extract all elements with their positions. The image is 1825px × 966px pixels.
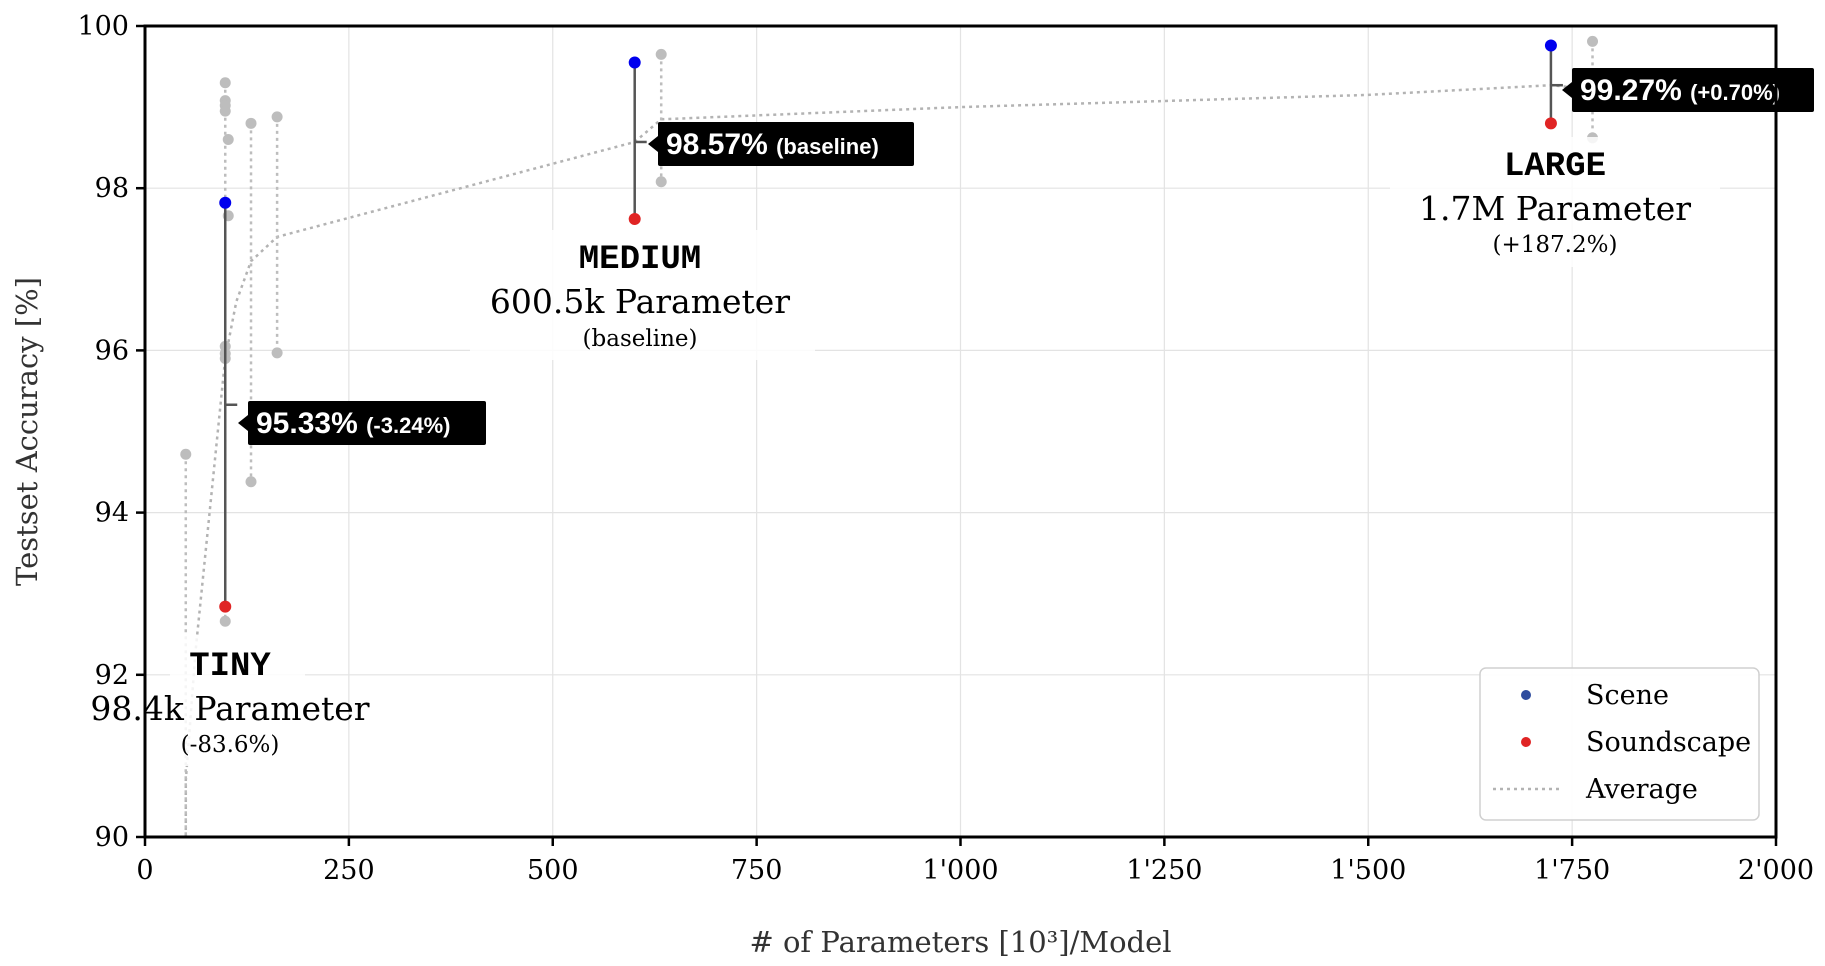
tiny-callout-pointer <box>238 415 248 431</box>
average-callouts: 95.33% (-3.24%) 98.57% (baseline) 99.27% (… <box>238 68 1814 445</box>
x-tick-label: 1'500 <box>1330 855 1406 886</box>
legend-scene-marker <box>1521 690 1531 700</box>
tiny-model-delta: (-83.6%) <box>181 732 280 758</box>
variant-point <box>1587 35 1599 47</box>
x-tick-label: 500 <box>527 855 579 886</box>
large-callout-box <box>1572 68 1814 112</box>
legend-box <box>1479 667 1760 821</box>
legend-soundscape-marker <box>1521 737 1531 747</box>
tiny-label-background <box>170 636 305 766</box>
medium-scene-point <box>628 56 641 69</box>
variant-point <box>219 105 231 117</box>
x-tick-label: 1'000 <box>922 855 998 886</box>
tiny-scene-point <box>219 196 232 209</box>
large-model-name: LARGE <box>1504 148 1606 186</box>
medium-callout-box <box>658 122 914 166</box>
model-ranges <box>223 45 1563 607</box>
data-points <box>219 39 1557 613</box>
y-tick-label: 96 <box>95 335 129 366</box>
y-tick-label: 94 <box>95 498 129 529</box>
large-callout-value: 99.27% (+0.70%) <box>1580 74 1780 107</box>
large-label-background <box>1390 137 1720 267</box>
large-model-delta: (+187.2%) <box>1493 232 1618 258</box>
y-tick-label: 100 <box>77 11 129 42</box>
axis-ticks: 0 250 500 750 1'000 1'250 1'500 1'750 2'00090929… <box>77 11 1814 886</box>
tiny-callout-box <box>248 401 486 445</box>
variant-point <box>245 117 257 129</box>
tiny-soundscape-point <box>219 600 232 613</box>
y-tick-label: 92 <box>95 660 129 691</box>
average-line <box>184 83 1593 837</box>
medium-label-background <box>470 230 815 360</box>
tiny-callout-delta: (-3.24%) <box>366 413 450 438</box>
legend-scene-label: Scene <box>1586 680 1669 711</box>
x-tick-label: 2'000 <box>1738 855 1814 886</box>
large-callout-pointer <box>1562 82 1572 98</box>
x-tick-label: 250 <box>323 855 375 886</box>
tiny-model-name: TINY <box>189 648 271 686</box>
medium-model-delta: (baseline) <box>583 326 698 352</box>
y-tick-label: 98 <box>95 173 129 204</box>
large-soundscape-point <box>1544 117 1557 130</box>
large-scene-point <box>1544 39 1557 52</box>
variant-point <box>245 476 257 488</box>
x-axis-title: # of Parameters [10³]/Model <box>749 925 1171 959</box>
x-tick-label: 1'250 <box>1126 855 1202 886</box>
medium-callout-value: 98.57% (baseline) <box>666 128 879 161</box>
medium-callout-pointer <box>648 136 658 152</box>
x-tick-label: 0 <box>136 855 153 886</box>
variant-point <box>222 134 234 146</box>
medium-model-params: 600.5k Parameter <box>490 282 790 321</box>
variant-point <box>655 176 667 188</box>
variant-point <box>655 48 667 60</box>
variant-point <box>219 615 231 627</box>
medium-model-name: MEDIUM <box>579 241 701 279</box>
legend-soundscape-label: Soundscape <box>1586 727 1751 758</box>
variant-point <box>219 77 231 89</box>
legend: Scene Soundscape Average <box>1479 667 1760 821</box>
variant-point <box>271 111 283 123</box>
medium-callout-delta: (baseline) <box>776 134 879 159</box>
medium-soundscape-point <box>628 213 641 226</box>
tiny-model-params: 98.4k Parameter <box>90 689 369 728</box>
large-model-params: 1.7M Parameter <box>1419 189 1691 228</box>
variant-point <box>180 448 192 460</box>
tiny-callout-value: 95.33% (-3.24%) <box>256 407 450 440</box>
variant-point <box>271 347 283 359</box>
x-tick-label: 750 <box>731 855 783 886</box>
large-callout-delta: (+0.70%) <box>1690 80 1780 105</box>
x-tick-label: 1'750 <box>1534 855 1610 886</box>
average-curve <box>184 83 1593 837</box>
y-axis-title: Testset Accuracy [%] <box>10 277 44 586</box>
legend-average-label: Average <box>1585 774 1698 805</box>
y-tick-label: 90 <box>95 822 129 853</box>
